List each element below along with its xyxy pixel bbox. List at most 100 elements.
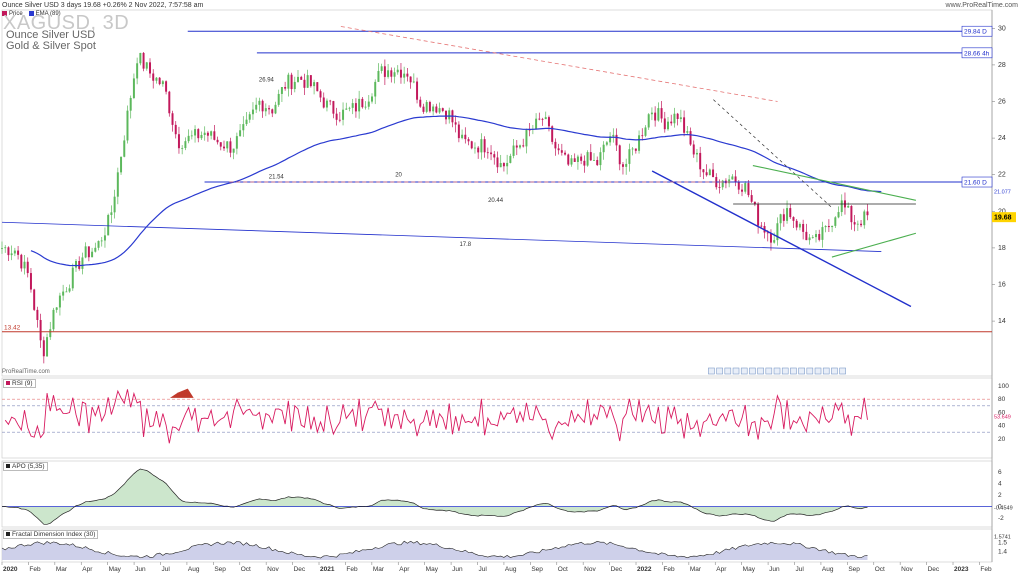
candle-body	[551, 126, 554, 142]
candle-body	[679, 117, 682, 119]
candle-body	[692, 144, 695, 155]
candle-body	[280, 87, 283, 94]
apo-pane-title: APO (5,35)	[3, 462, 48, 471]
candle-body	[274, 104, 277, 114]
fdi-last-label: 1.5741	[994, 535, 1011, 541]
candle-body	[42, 340, 45, 357]
candle-body	[644, 127, 647, 136]
candle-body	[203, 132, 206, 135]
candle-body	[219, 142, 222, 147]
candle-body	[496, 157, 499, 168]
time-axis-label: Jul	[796, 566, 805, 573]
candle-body	[641, 135, 644, 137]
candle-body	[782, 214, 785, 221]
fdi-line	[1, 540, 868, 559]
candle-body	[10, 253, 13, 256]
candle-body	[226, 141, 229, 149]
candle-body	[560, 150, 563, 153]
rsi-pane-frame	[1, 377, 993, 459]
candle-body	[576, 156, 579, 162]
price-tick-label: 20	[998, 208, 1006, 215]
candle-body	[824, 225, 827, 228]
candle-body	[509, 155, 512, 163]
candle-body	[792, 217, 795, 221]
candle-body	[300, 76, 303, 80]
candle-body	[351, 103, 354, 108]
candle-body	[113, 196, 116, 213]
candle-body	[702, 169, 705, 173]
candle-body	[818, 234, 821, 240]
fdi-tick-label: 1.4	[998, 548, 1007, 555]
candle-body	[853, 222, 856, 225]
candle-body	[29, 273, 32, 290]
time-axis-label: Mar	[56, 566, 68, 573]
candle-body	[605, 142, 608, 145]
candle-body	[277, 93, 280, 105]
candle-body	[747, 183, 750, 196]
event-marker	[708, 367, 715, 375]
candle-body	[425, 102, 428, 112]
time-axis-label: Oct	[875, 566, 885, 573]
candle-body	[335, 113, 338, 120]
candle-body	[39, 319, 42, 341]
candle-body	[448, 110, 451, 120]
level-label: 21.60 D	[964, 180, 987, 187]
candle-body	[473, 147, 476, 149]
candle-body	[142, 52, 145, 69]
chart-header: Ounce Silver USD 3 days 19.68 +0.26% 2 N…	[2, 2, 204, 9]
candle-body	[399, 69, 402, 78]
candle-body	[750, 195, 753, 202]
candle-body	[535, 118, 538, 129]
candle-body	[390, 70, 393, 77]
legend-price-swatch	[2, 11, 7, 16]
event-marker	[806, 367, 814, 375]
candle-body	[731, 176, 734, 180]
time-axis-label: Jun	[135, 566, 146, 573]
instrument-category: Gold & Silver Spot	[6, 40, 96, 52]
candle-body	[181, 148, 184, 149]
candle-body	[177, 134, 180, 149]
time-axis-label: 2020	[3, 566, 18, 573]
candle-body	[245, 119, 248, 125]
time-axis-label: Dec	[294, 566, 306, 573]
candle-body	[689, 131, 692, 145]
time-axis-label: Oct	[241, 566, 251, 573]
ema-89-line	[30, 115, 882, 267]
candle-body	[345, 108, 348, 110]
candle-body	[155, 77, 158, 81]
apo-area	[2, 468, 868, 525]
candle-body	[338, 119, 341, 121]
candle-body	[547, 117, 550, 127]
brand-link[interactable]: www.ProRealTime.com	[945, 2, 1018, 9]
fdi-title-swatch	[6, 532, 10, 537]
candle-body	[850, 206, 853, 223]
time-axis-label: Dec	[611, 566, 623, 573]
candle-body	[567, 154, 570, 165]
candle-body	[46, 337, 49, 357]
candle-body	[412, 81, 415, 83]
candle-body	[387, 70, 390, 77]
event-marker	[781, 367, 789, 375]
event-marker	[822, 367, 830, 375]
candle-body	[538, 118, 541, 120]
candle-body	[210, 131, 213, 136]
candle-body	[216, 139, 219, 143]
candle-body	[599, 152, 602, 166]
time-axis-label: May	[743, 566, 756, 573]
candle-body	[802, 224, 805, 232]
level-label-box	[961, 176, 993, 188]
candle-body	[554, 141, 557, 149]
time-axis-label: Nov	[901, 566, 913, 573]
time-axis-label: Sep	[531, 566, 543, 573]
candle-body	[149, 62, 151, 74]
candle-body	[757, 204, 760, 226]
candle-body	[168, 91, 171, 114]
candle-body	[13, 250, 16, 254]
candle-body	[1, 248, 3, 249]
candle-body	[184, 141, 187, 149]
price-annotation: 26.94	[259, 77, 275, 83]
candle-body	[676, 113, 679, 119]
candle-body	[705, 172, 708, 176]
legend-ema-swatch	[28, 11, 34, 16]
